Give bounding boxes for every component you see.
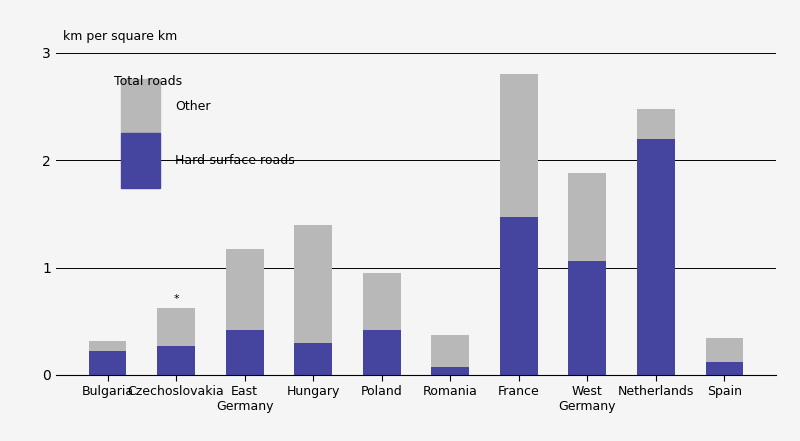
Bar xyxy=(706,362,743,375)
Bar xyxy=(121,133,160,188)
Bar xyxy=(500,217,538,375)
Text: km per square km: km per square km xyxy=(63,30,178,43)
Text: Hard-surface roads: Hard-surface roads xyxy=(174,154,294,167)
Text: Other: Other xyxy=(174,100,210,112)
Bar xyxy=(637,109,674,139)
Bar xyxy=(500,75,538,217)
Bar xyxy=(706,338,743,362)
Bar xyxy=(363,273,401,330)
Text: *: * xyxy=(174,294,179,304)
Bar xyxy=(158,346,195,375)
Bar xyxy=(363,330,401,375)
Bar xyxy=(294,224,332,343)
Bar xyxy=(158,308,195,346)
Bar xyxy=(89,340,126,351)
Bar xyxy=(431,367,469,375)
Text: Total roads: Total roads xyxy=(114,75,182,89)
Bar xyxy=(294,343,332,375)
Bar xyxy=(431,335,469,367)
Bar xyxy=(89,351,126,375)
Bar xyxy=(637,139,674,375)
Bar xyxy=(226,249,263,330)
Bar xyxy=(226,330,263,375)
Bar xyxy=(569,173,606,261)
Bar xyxy=(121,78,160,134)
Bar xyxy=(569,261,606,375)
